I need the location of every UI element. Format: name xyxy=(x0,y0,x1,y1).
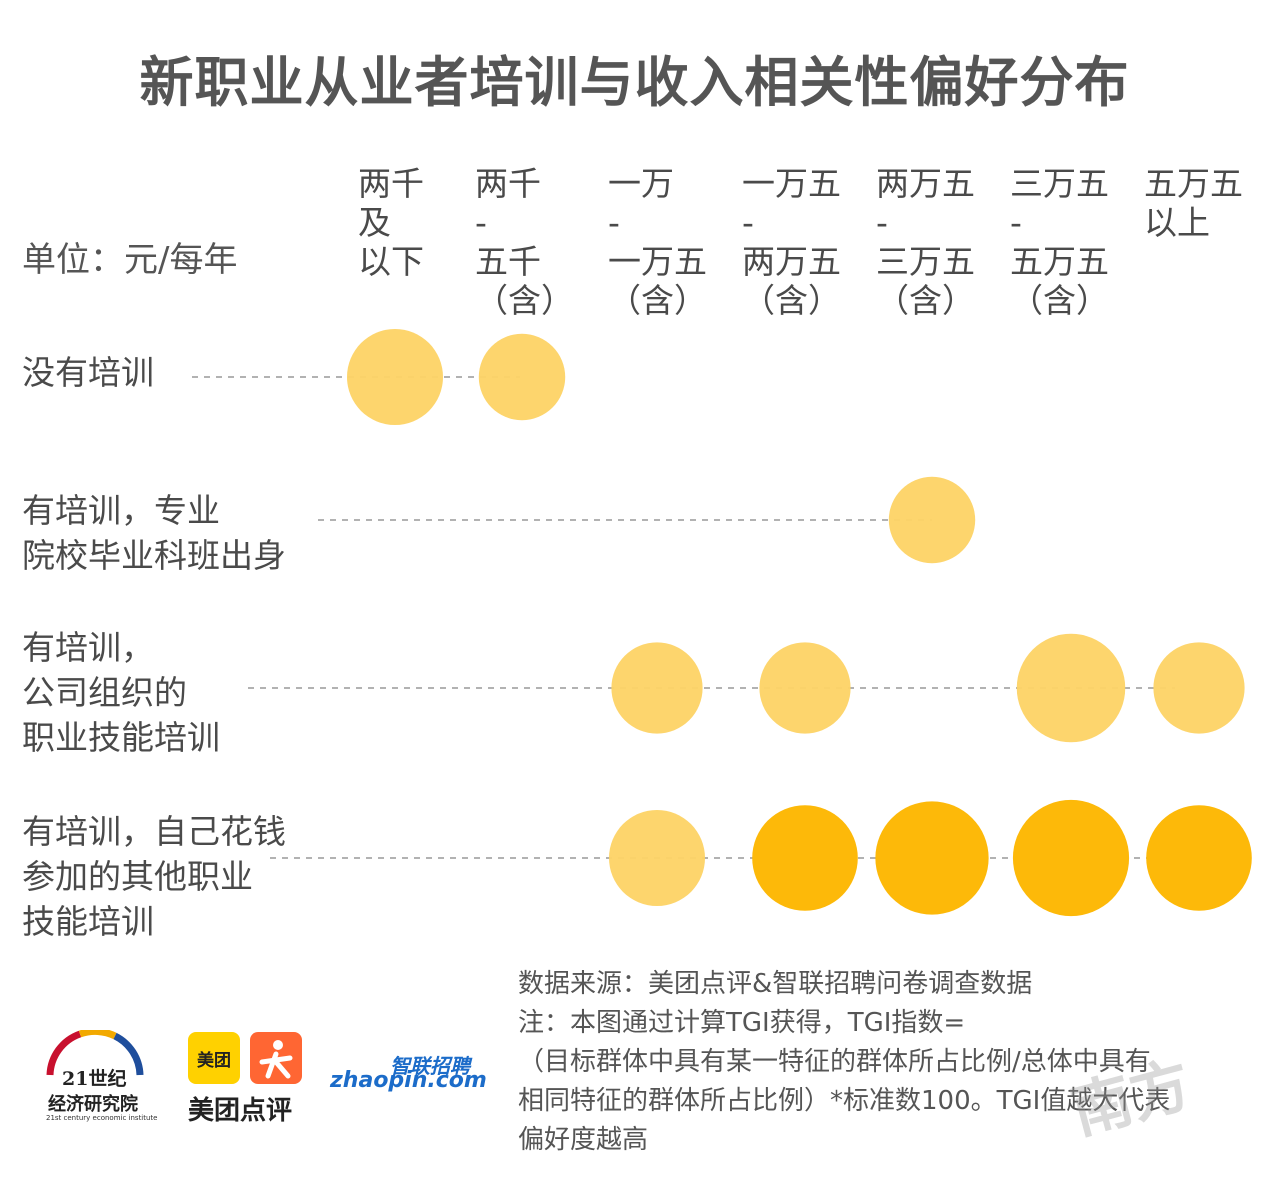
column-header-7: 五万五 以上 xyxy=(1144,164,1243,242)
institute-name-line1: 21世纪 xyxy=(62,1068,127,1090)
zhaopin-logo: 智联招聘 zhaopin.com xyxy=(330,1050,487,1116)
unit-label: 单位：元/每年 xyxy=(22,240,238,280)
bubble-row1-col2 xyxy=(478,333,566,421)
column-header-4: 一万五 - 两万五 （含） xyxy=(742,164,841,320)
zhaopin-en: zhaopin.com xyxy=(330,1068,487,1093)
bubble-row1-col1 xyxy=(347,329,443,425)
row-label-company-training: 有培训， 公司组织的 职业技能培训 xyxy=(22,628,220,757)
bubble-row3-col4 xyxy=(759,642,851,734)
chart-title: 新职业从业者培训与收入相关性偏好分布 xyxy=(139,51,1130,114)
column-header-6: 三万五 - 五万五 （含） xyxy=(1010,164,1109,320)
zhaopin-cn: 智联招聘 xyxy=(390,1054,470,1078)
bubble-row4-col3 xyxy=(609,810,705,906)
row-label-school-training: 有培训，专业 院校毕业科班出身 xyxy=(22,491,286,575)
arc-icon xyxy=(46,1030,144,1076)
institute-name-en: 21st century economic institute xyxy=(46,1114,158,1122)
data-source-note: 数据来源：美团点评&智联招聘问卷调查数据 注：本图通过计算TGI获得，TGI指数… xyxy=(518,969,1171,1155)
bubble-row3-col3 xyxy=(611,642,703,734)
meituan-name: 美团点评 xyxy=(188,1096,293,1126)
meituan-logo: 美团 美团点评 xyxy=(188,1032,313,1126)
column-header-1: 两千 及 以下 xyxy=(358,164,424,281)
row-label-no-training: 没有培训 xyxy=(22,353,154,392)
institute-name-line2: 经济研究院 xyxy=(48,1094,138,1115)
row-label-self-paid-training: 有培训，自己花钱 参加的其他职业 技能培训 xyxy=(22,812,286,941)
bubble-row3-col7 xyxy=(1153,642,1245,734)
meituan-box: 美团 xyxy=(188,1032,240,1084)
column-header-2: 两千 - 五千 （含） xyxy=(475,164,574,320)
column-header-3: 一万 - 一万五 （含） xyxy=(608,164,707,320)
bubble-row4-col5 xyxy=(875,801,989,915)
column-header-5: 两万五 - 三万五 （含） xyxy=(876,164,975,320)
institute-logo: 21世纪 经济研究院 21st century economic institu… xyxy=(40,1030,158,1125)
bubble-row3-col6 xyxy=(1016,633,1126,743)
bubble-row4-col7 xyxy=(1146,805,1252,911)
bubble-row2-col5 xyxy=(888,476,976,564)
bubble-row4-col4 xyxy=(752,805,858,911)
dianping-icon xyxy=(250,1032,302,1084)
bubble-row4-col6 xyxy=(1012,799,1130,917)
